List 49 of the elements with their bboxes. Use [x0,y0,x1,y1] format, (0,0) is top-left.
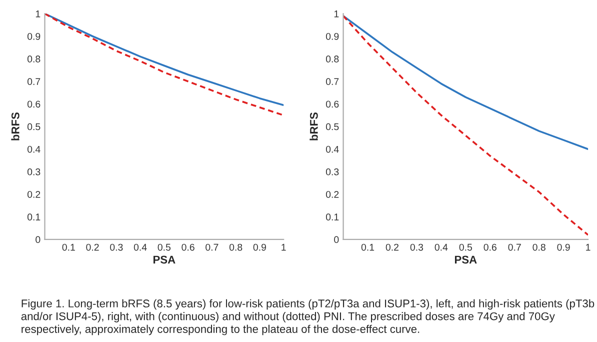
x-tick-label: 0.3 [410,244,424,251]
y-tick-label: 0.6 [326,100,339,108]
y-tick-label: 0 [36,236,40,244]
line-series [343,15,588,236]
x-tick-label: 0.9 [253,244,266,251]
y-axis-title: bRFS [310,112,318,140]
x-tick-label: 0.8 [229,244,242,251]
y-tick-label: 0.7 [326,78,339,86]
x-tick-label: 0.7 [508,244,521,251]
x-tick-label: 1 [282,244,286,251]
x-axis-title: PSA [454,256,477,264]
x-tick-label: 0.3 [110,244,123,251]
y-tick-label: 0.5 [326,123,339,130]
y-tick-label: 0.3 [326,168,339,176]
x-tick-label: 0.8 [532,244,546,251]
y-tick-label: 0 [334,236,339,244]
y-tick-label: 0.9 [27,32,40,40]
y-tick-label: 0.1 [27,214,40,220]
y-tick-label: 0.4 [326,146,339,153]
x-tick-label: 0.1 [361,244,374,251]
y-tick-label: 0.9 [326,32,339,40]
y-tick-label: 0.7 [27,78,40,86]
x-tick-label: 0.6 [484,244,496,251]
x-tick-label: 0.1 [62,244,75,251]
x-tick-label: 0.5 [459,244,472,251]
y-tick-label: 0.3 [27,168,40,176]
y-tick-label: 0.1 [326,214,339,220]
caption: Figure 1. Long-term bRFS (8.5 years) for low-risk patients (pT2/pT3a and ISUP1-3), left, and high-risk patients (pT3b and/or ISUP4-5), right, with (continuous) and without (dotted) PNI. The prescribed doses are 74Gy and 70Gy respectively, approximately corresponding to the plateau of the dose-effect curve. [21,299,594,336]
y-tick-label: 0.8 [27,56,40,62]
line-series [343,15,588,150]
y-tick-label: 0.8 [326,56,339,62]
x-axis-title: PSA [153,256,176,264]
y-tick-label: 0.6 [27,100,40,108]
y-axis-title: bRFS [11,112,20,140]
y-tick-label: 0.4 [27,146,40,153]
x-tick-label: 0.9 [557,244,570,251]
x-tick-label: 1 [586,244,590,251]
y-tick-label: 1 [36,10,40,18]
y-tick-label: 0.5 [27,123,40,130]
x-tick-label: 0.7 [206,244,218,251]
y-tick-label: 1 [334,10,339,18]
y-tick-label: 0.2 [27,190,40,198]
x-tick-label: 0.4 [434,244,448,251]
x-tick-label: 0.2 [386,244,398,251]
x-tick-label: 0.6 [182,244,194,251]
y-tick-label: 0.2 [326,190,339,198]
x-tick-label: 0.2 [86,244,99,251]
x-tick-label: 0.5 [158,244,171,251]
x-tick-label: 0.4 [134,244,147,251]
